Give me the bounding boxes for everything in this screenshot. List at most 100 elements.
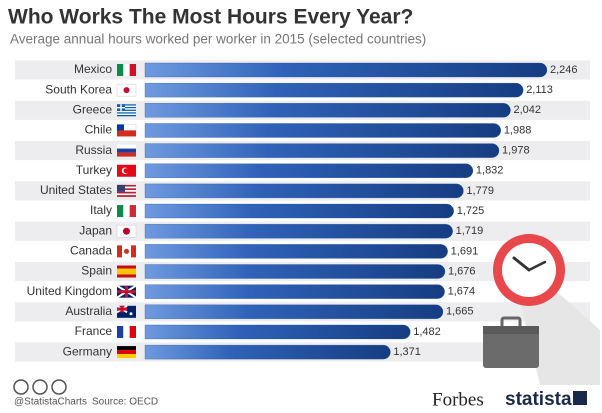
flag-icon xyxy=(116,83,137,97)
flag-part xyxy=(117,290,136,294)
flag-part xyxy=(123,64,130,76)
statista-logo: statista xyxy=(505,389,572,408)
bar xyxy=(144,103,511,118)
value-label: 1,371 xyxy=(393,346,421,358)
flag-part xyxy=(117,205,124,218)
forbes-logo: Forbes xyxy=(432,389,484,408)
clock-icon xyxy=(493,234,600,385)
bar xyxy=(144,183,464,199)
flag-icon xyxy=(117,144,136,157)
category-label: Greece xyxy=(73,102,113,116)
flag-part xyxy=(117,105,136,107)
flag-part xyxy=(117,188,136,191)
flag-part xyxy=(117,110,136,113)
flag-icon xyxy=(117,164,136,177)
value-label: 2,113 xyxy=(526,84,553,96)
value-label: 1,719 xyxy=(456,225,484,237)
flag-part xyxy=(117,193,136,196)
category-label: Italy xyxy=(90,203,112,217)
flag-icon xyxy=(116,304,136,318)
flag-icon xyxy=(117,265,136,278)
category-label: Japan xyxy=(79,223,112,237)
briefcase-icon xyxy=(483,316,539,368)
value-label: 1,674 xyxy=(448,286,476,298)
flag-part xyxy=(117,114,136,117)
value-label: 2,246 xyxy=(550,64,578,76)
bar xyxy=(144,344,391,360)
flag-part xyxy=(117,245,122,258)
value-label: 1,691 xyxy=(451,245,479,257)
flag-icon xyxy=(117,245,136,258)
flag-part xyxy=(117,152,136,157)
flag-part xyxy=(123,205,130,218)
value-label: 1,725 xyxy=(457,205,485,217)
bar xyxy=(144,304,444,319)
flag-part xyxy=(123,325,130,338)
chart-title: Who Works The Most Hours Every Year? xyxy=(8,6,413,29)
flag-icon xyxy=(117,184,136,197)
flag-part xyxy=(117,109,136,111)
flag-part xyxy=(117,265,136,269)
flag-part xyxy=(123,87,130,94)
category-label: Germany xyxy=(63,344,112,358)
category-label: Spain xyxy=(81,264,112,278)
category-label: United Kingdom xyxy=(27,284,112,298)
bar xyxy=(144,123,501,138)
bar xyxy=(144,143,500,158)
flag-part xyxy=(117,184,136,187)
flag-part xyxy=(117,144,136,149)
flag-part xyxy=(129,205,136,218)
flag-part xyxy=(117,274,136,278)
value-label: 1,665 xyxy=(446,306,474,318)
flag-part xyxy=(129,64,136,76)
flag-icon xyxy=(116,284,137,299)
flag-part xyxy=(117,64,124,76)
flag-icon xyxy=(116,224,137,238)
flag-part xyxy=(117,184,125,192)
flag-icon xyxy=(116,124,137,137)
flag-part xyxy=(117,186,136,189)
flag-part xyxy=(117,354,136,359)
flag-part xyxy=(123,227,130,235)
category-label: United States xyxy=(40,183,112,197)
flag-icon xyxy=(117,346,136,359)
flag-part xyxy=(129,312,133,316)
bar xyxy=(144,62,548,78)
statista-mark xyxy=(573,391,587,405)
flag-part xyxy=(117,148,136,153)
rows: Mexico 2,246 South Korea 2,113 Greece 2,042 Ch… xyxy=(15,60,590,362)
bar xyxy=(144,244,448,259)
category-label: Turkey xyxy=(76,163,112,177)
bar xyxy=(144,83,524,98)
flag-part xyxy=(129,325,136,338)
flag-part xyxy=(117,106,136,109)
flag-icon xyxy=(117,325,136,338)
footer-source: Source: OECD xyxy=(92,397,158,408)
flag-part xyxy=(117,190,136,192)
flag-part xyxy=(124,248,129,254)
value-label: 2,042 xyxy=(513,104,541,116)
category-label: Russia xyxy=(75,143,112,157)
value-label: 1,978 xyxy=(502,145,530,157)
category-label: Australia xyxy=(65,304,112,318)
flag-part xyxy=(117,130,136,137)
bar xyxy=(144,224,453,239)
footer-handle: @StatistaCharts xyxy=(14,397,87,408)
flag-part xyxy=(117,191,136,194)
bar xyxy=(144,264,446,279)
category-label: Chile xyxy=(85,123,113,137)
bar xyxy=(144,163,474,178)
category-label: France xyxy=(75,324,113,338)
flag-part xyxy=(117,112,136,114)
bar xyxy=(144,284,445,299)
flag-part xyxy=(123,168,129,174)
license-icons xyxy=(13,379,67,395)
flag-part xyxy=(117,113,136,115)
value-label: 1,832 xyxy=(476,165,504,177)
flag-part xyxy=(117,307,127,311)
category-label: South Korea xyxy=(45,82,112,96)
value-label: 1,482 xyxy=(413,326,441,338)
flag-part xyxy=(117,346,136,351)
flag-part xyxy=(117,108,136,110)
